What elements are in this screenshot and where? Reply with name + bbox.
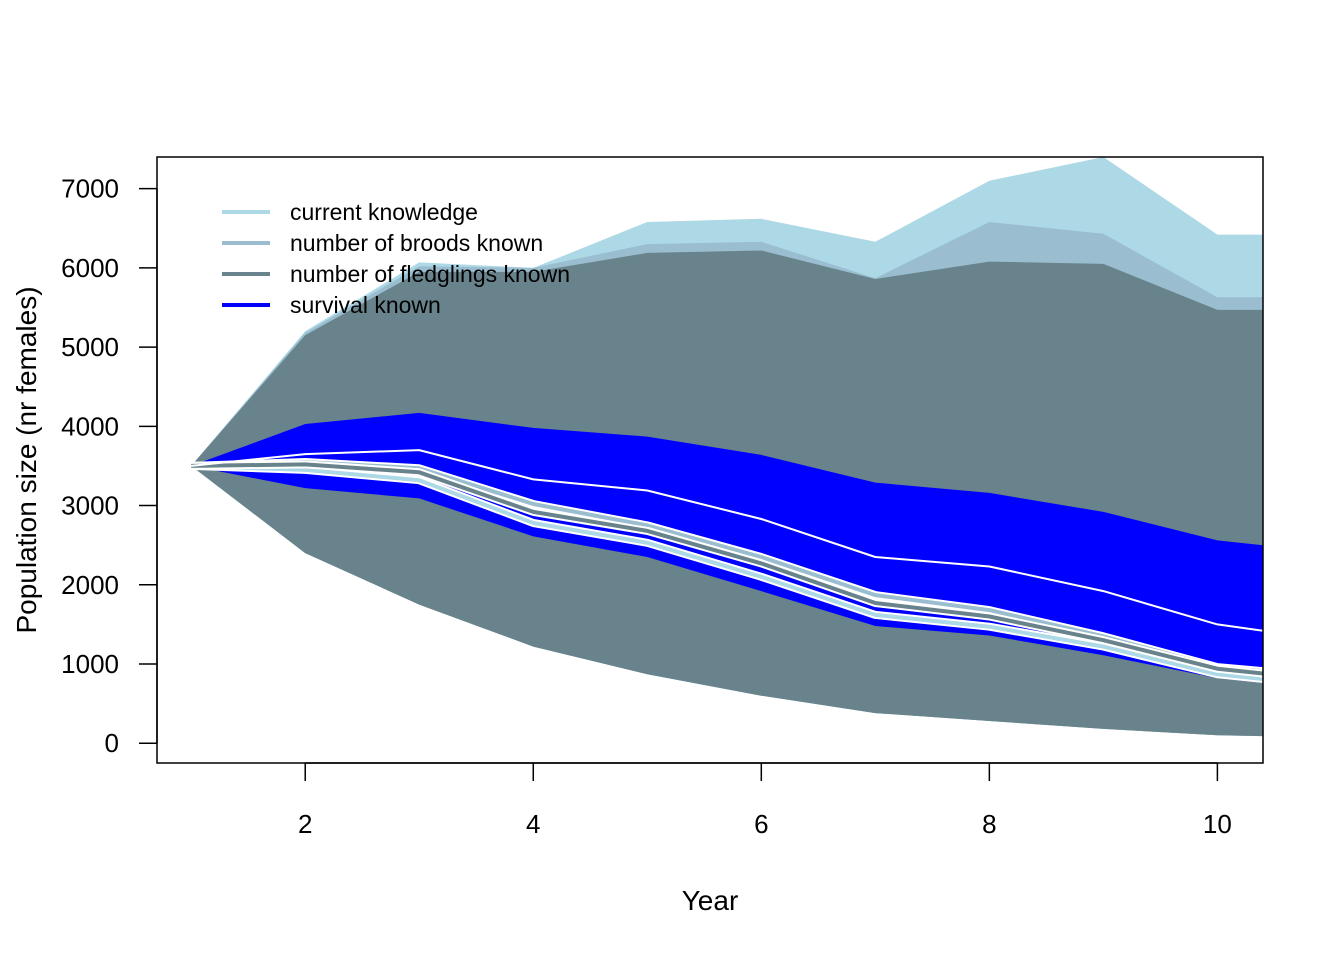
median-line-number-of-fledglings-known [191,462,1263,676]
legend-label-survival-known: survival known [290,292,441,318]
legend-label-number-of-fledglings-known: number of fledglings known [290,261,570,287]
x-tick-label: 2 [298,809,312,839]
y-tick-label: 4000 [61,411,119,441]
x-axis-title: Year [682,885,739,916]
x-axis: 2 4 6 8 10 [298,762,1232,839]
median-line-current-knowledge [191,463,1263,681]
legend-label-number-of-broods-known: number of broods known [290,230,543,256]
x-tick-label: 6 [754,809,768,839]
y-tick-label: 5000 [61,332,119,362]
y-tick-label: 0 [105,728,119,758]
legend: current knowledge number of broods known n… [222,199,570,318]
y-tick-label: 6000 [61,253,119,283]
x-tick-label: 8 [982,809,996,839]
x-tick-label: 4 [526,809,540,839]
y-axis: 0 1000 2000 3000 4000 5000 6000 7000 [61,174,158,758]
y-tick-label: 3000 [61,491,119,521]
median-lines [191,449,1263,683]
y-axis-title: Population size (nr females) [11,286,42,633]
median-line-survival-known [191,449,1263,632]
y-tick-label: 1000 [61,649,119,679]
y-tick-label: 2000 [61,570,119,600]
x-tick-label: 10 [1203,809,1232,839]
y-tick-label: 7000 [61,174,119,204]
legend-label-current-knowledge: current knowledge [290,199,478,225]
